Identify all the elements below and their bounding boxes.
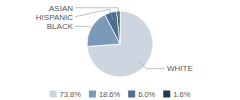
leader-line	[75, 9, 113, 20]
annotations: WHITE BLACKHISPANICASIAN	[36, 4, 193, 74]
leader-line	[138, 61, 165, 69]
legend-item: 18.6%	[89, 90, 121, 99]
legend-label: 6.0%	[138, 90, 155, 99]
slice-label: ASIAN	[49, 4, 73, 13]
chart-container: WHITE BLACKHISPANICASIAN 73.8% 18.6% 6.0% 1.6…	[0, 0, 240, 100]
legend-label: 73.8%	[60, 90, 82, 99]
legend-item: 73.8%	[50, 90, 82, 99]
legend-swatch	[50, 91, 57, 98]
legend-item: 1.6%	[163, 90, 190, 99]
legend-label: 1.6%	[173, 90, 190, 99]
legend: 73.8% 18.6% 6.0% 1.6%	[50, 90, 191, 99]
pie	[87, 11, 153, 77]
legend-item: 6.0%	[128, 90, 155, 99]
leader-line	[75, 26, 98, 32]
legend-swatch	[89, 91, 96, 98]
legend-swatch	[163, 91, 170, 98]
pie-slice	[105, 11, 120, 44]
leader-line	[75, 8, 119, 20]
legend-label: 18.6%	[99, 90, 121, 99]
slice-label: BLACK	[47, 22, 74, 31]
slice-label: HISPANIC	[36, 13, 73, 22]
slice-label: WHITE	[167, 64, 193, 73]
legend-swatch	[128, 91, 135, 98]
chart-svg: WHITE BLACKHISPANICASIAN 73.8% 18.6% 6.0% 1.6…	[0, 0, 240, 100]
pie-slice	[87, 11, 153, 77]
